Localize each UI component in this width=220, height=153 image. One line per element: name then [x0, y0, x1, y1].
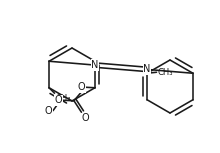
Text: CH₃: CH₃ — [55, 94, 71, 103]
Text: O: O — [45, 106, 52, 116]
Text: O: O — [82, 113, 90, 123]
Text: O: O — [78, 82, 85, 92]
Text: O: O — [55, 95, 62, 105]
Text: N: N — [143, 64, 150, 74]
Text: CH₃: CH₃ — [157, 68, 172, 77]
Text: N: N — [92, 60, 99, 70]
